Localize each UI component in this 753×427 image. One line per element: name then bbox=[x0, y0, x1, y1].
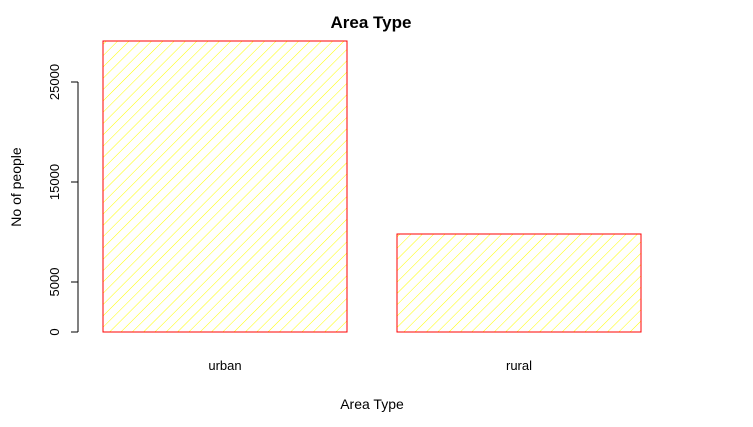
y-tick-label-0: 0 bbox=[47, 328, 62, 335]
bars-group bbox=[102, 40, 642, 333]
chart-title: Area Type bbox=[331, 13, 412, 32]
y-axis: 0 5000 15000 25000 bbox=[47, 64, 79, 336]
y-tick-label-25000: 25000 bbox=[47, 64, 62, 100]
x-category-label-rural: rural bbox=[506, 358, 532, 373]
y-tick-label-5000: 5000 bbox=[47, 268, 62, 297]
x-category-label-urban: urban bbox=[208, 358, 241, 373]
x-axis-title: Area Type bbox=[340, 396, 404, 412]
bar-rural bbox=[396, 233, 642, 333]
x-category-labels: urban rural bbox=[208, 358, 532, 373]
y-tick-label-15000: 15000 bbox=[47, 164, 62, 200]
bar-urban bbox=[102, 40, 348, 333]
y-axis-title: No of people bbox=[8, 147, 24, 227]
